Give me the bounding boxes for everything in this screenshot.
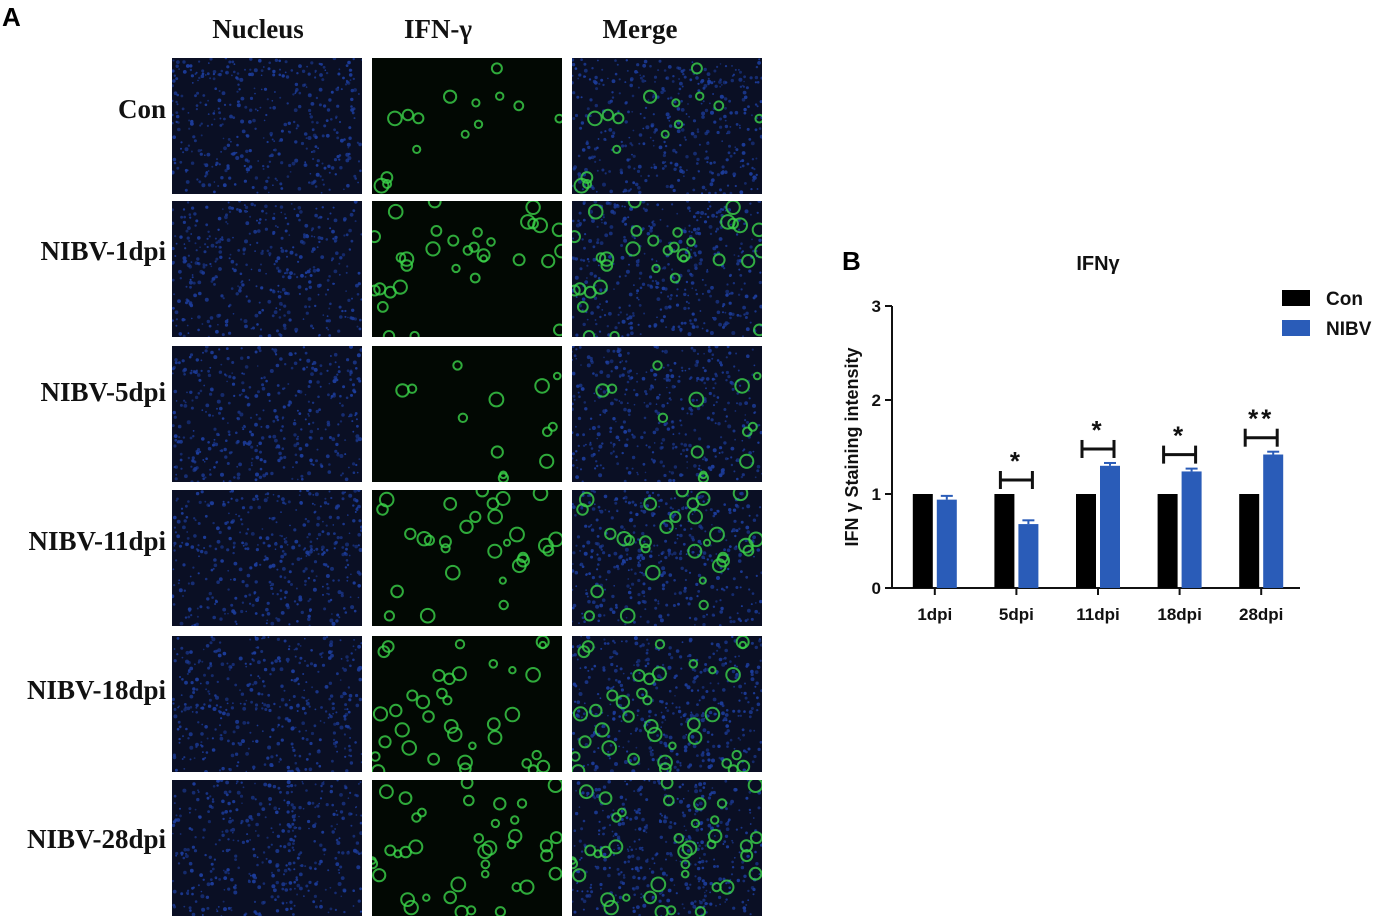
micrograph-nibv-28dpi-nucleus [172,780,362,916]
micrograph-nibv-5dpi-nucleus [172,346,362,482]
legend-swatch-con [1282,290,1310,306]
x-tick-label-1dpi: 1dpi [917,605,952,624]
sig-label-11dpi: * [1091,415,1104,445]
micrograph-nibv-11dpi-merge [572,490,762,626]
micrograph-nibv-18dpi-nucleus [172,636,362,772]
micrograph-nibv-11dpi-nucleus [172,490,362,626]
x-tick-label-5dpi: 5dpi [999,605,1034,624]
bar-con-5dpi [994,494,1015,588]
bar-con-1dpi [912,494,933,588]
micrograph-nibv-28dpi-merge [572,780,762,916]
legend-label-nibv: NIBV [1326,319,1372,340]
bar-nibv-5dpi [1018,524,1039,588]
legend-swatch-nibv [1282,320,1310,336]
bar-con-11dpi [1076,494,1096,588]
micrograph-nibv-18dpi-merge [572,636,762,772]
bar-nibv-1dpi [936,499,957,588]
column-header-ifn-gamma: IFN-γ [403,14,473,44]
panel-b-letter: B [842,246,861,276]
legend-label-con: Con [1326,289,1363,310]
micrograph-nibv-28dpi-ifn-gamma [372,780,562,916]
row-label-nibv-28dpi: NIBV-28dpi [26,824,166,854]
bar-con-28dpi [1239,494,1260,588]
column-header-nucleus: Nucleus [212,14,304,44]
x-tick-label-28dpi: 28dpi [1239,605,1283,624]
micrograph-con-ifn-gamma [372,58,562,194]
row-label-nibv-1dpi: NIBV-1dpi [40,236,166,266]
y-tick-label-1: 1 [872,485,881,504]
y-tick-label-0: 0 [872,579,881,598]
chart-title: IFNγ [1076,253,1120,275]
row-label-nibv-18dpi: NIBV-18dpi [26,675,166,705]
y-axis-label: IFN γ Staining intensity [842,347,862,546]
bar-con-18dpi [1157,494,1178,588]
sig-label-28dpi: ** [1248,404,1274,434]
row-label-nibv-5dpi: NIBV-5dpi [40,377,166,407]
micrograph-nibv-1dpi-merge [572,201,762,337]
panel-a-letter: A [2,2,21,32]
sig-label-5dpi: * [1010,446,1023,476]
y-tick-label-3: 3 [872,297,881,316]
sig-label-18dpi: * [1173,421,1186,451]
ifn-gamma-bar-chart: IFNγ IFN γ Staining intensity 0 1 2 3 1dpi 5dpi… [842,253,1372,624]
y-tick-label-2: 2 [872,391,881,410]
micrograph-con-merge [572,58,762,194]
micrograph-nibv-1dpi-ifn-gamma [372,201,562,337]
micrograph-nibv-11dpi-ifn-gamma [372,490,562,626]
column-header-merge: Merge [602,14,678,44]
bar-nibv-28dpi [1263,454,1284,588]
micrograph-nibv-18dpi-ifn-gamma [372,636,562,772]
micrograph-nibv-1dpi-nucleus [172,201,362,337]
micrograph-nibv-5dpi-merge [572,346,762,482]
x-tick-label-11dpi: 11dpi [1076,605,1119,624]
micrograph-con-nucleus [172,58,362,194]
row-label-nibv-11dpi: NIBV-11dpi [28,526,166,556]
row-label-con: Con [117,94,166,124]
x-tick-label-18dpi: 18dpi [1157,605,1201,624]
bar-nibv-11dpi [1100,465,1120,588]
micrograph-nibv-5dpi-ifn-gamma [372,346,562,482]
bar-nibv-18dpi [1181,471,1202,588]
